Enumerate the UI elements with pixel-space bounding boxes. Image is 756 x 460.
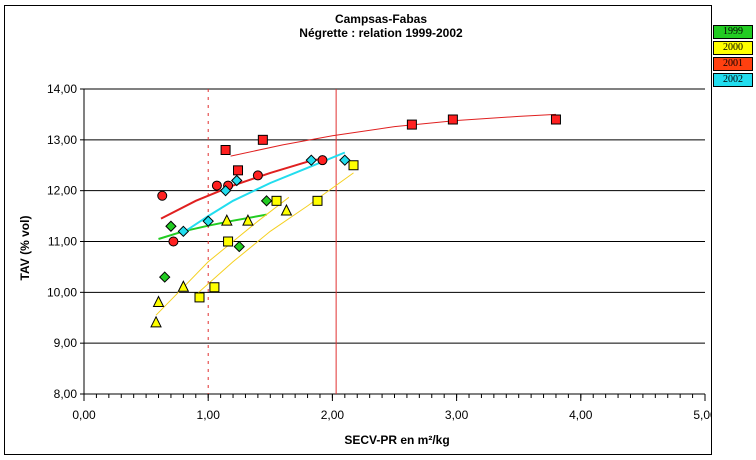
data-point	[157, 190, 168, 201]
y-tick-label: 13,00	[47, 133, 77, 147]
data-point	[233, 240, 245, 253]
x-axis-label: SECV-PR en m²/kg	[344, 433, 449, 447]
y-tick-label: 9,00	[54, 336, 78, 350]
chart-subtitle: Négrette : relation 1999-2002	[299, 26, 463, 40]
data-point	[447, 114, 458, 125]
legend-item-1999: 1999	[713, 25, 753, 39]
scatter-chart: Campsas-Fabas Négrette : relation 1999-2…	[18, 12, 711, 447]
y-tick-label: 11,00	[48, 235, 77, 249]
x-tick-label: 5,00	[693, 408, 711, 422]
data-point	[177, 225, 190, 238]
trend-curve	[155, 196, 290, 316]
data-point	[252, 170, 263, 181]
data-point	[150, 315, 162, 328]
chart-frame: Campsas-Fabas Négrette : relation 1999-2…	[4, 5, 712, 455]
data-point	[231, 174, 243, 187]
data-point	[406, 119, 417, 130]
y-tick-label: 12,00	[47, 184, 77, 198]
data-point	[159, 271, 171, 283]
x-tick-label: 0,00	[72, 408, 96, 422]
trend-curve	[230, 113, 557, 157]
data-point	[280, 203, 293, 216]
plot-area: 8,00 9,00 10,00 11,00 12,00 13,00 14,00 0,00 1,0…	[47, 82, 711, 422]
x-tick-label: 4,00	[569, 408, 593, 422]
data-point	[317, 155, 328, 166]
data-point	[550, 114, 561, 125]
data-point	[312, 195, 323, 206]
data-point	[177, 280, 190, 292]
data-point	[165, 220, 177, 232]
data-point	[233, 165, 244, 176]
x-tick-label: 3,00	[445, 408, 469, 422]
data-point	[271, 195, 282, 206]
data-point	[194, 292, 205, 303]
trend-curve	[160, 156, 327, 220]
data-point	[305, 154, 317, 166]
y-tick-label: 14,00	[47, 82, 77, 96]
data-point	[257, 134, 268, 145]
data-point	[211, 180, 222, 191]
data-point	[209, 282, 220, 293]
trend-curve	[182, 151, 346, 234]
data-point	[348, 160, 359, 171]
data-point	[152, 295, 165, 307]
y-tick-label: 8,00	[54, 387, 78, 401]
legend-item-2002: 2002	[713, 73, 753, 87]
data-point	[220, 145, 231, 155]
data-point	[260, 195, 273, 207]
legend-item-2001: 2001	[713, 57, 753, 71]
data-point	[221, 214, 233, 226]
data-point	[242, 214, 254, 226]
data-point	[223, 236, 234, 247]
y-tick-label: 10,00	[47, 285, 77, 299]
y-axis-label: TAV (% vol)	[18, 216, 32, 281]
data-point	[202, 215, 214, 227]
legend-item-2000: 2000	[713, 41, 753, 55]
x-tick-label: 1,00	[197, 408, 221, 422]
chart-title: Campsas-Fabas	[335, 12, 427, 26]
trend-curve	[195, 172, 354, 296]
data-point	[339, 154, 351, 166]
data-point	[219, 184, 232, 197]
x-tick-label: 2,00	[321, 408, 345, 422]
data-point	[168, 236, 179, 247]
